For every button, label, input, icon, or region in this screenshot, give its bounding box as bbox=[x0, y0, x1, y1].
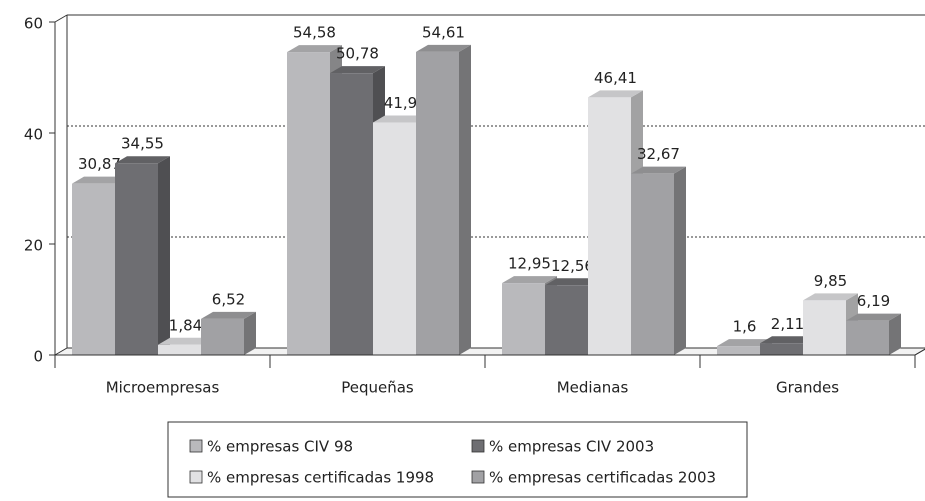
bar bbox=[330, 73, 373, 356]
bar-top bbox=[846, 313, 901, 321]
value-label: 30,87 bbox=[78, 155, 121, 173]
value-label: 12,56 bbox=[551, 257, 594, 275]
legend-label: % empresas certificadas 2003 bbox=[489, 469, 716, 487]
value-label: 6,19 bbox=[857, 292, 890, 310]
value-label: 50,78 bbox=[336, 45, 379, 63]
bar bbox=[72, 183, 115, 355]
legend-label: % empresas CIV 98 bbox=[207, 438, 353, 456]
legend-box bbox=[167, 421, 748, 498]
value-label: 1,84 bbox=[169, 316, 202, 334]
bar-side bbox=[244, 311, 256, 355]
bar bbox=[631, 173, 674, 355]
value-label: 54,61 bbox=[422, 23, 465, 41]
value-label: 46,41 bbox=[594, 69, 637, 87]
y-tick-label: 40 bbox=[24, 126, 43, 144]
bar bbox=[201, 318, 244, 355]
value-label: 2,11 bbox=[771, 315, 804, 333]
bar-top bbox=[158, 337, 213, 345]
bar-top bbox=[502, 276, 557, 284]
bar bbox=[803, 300, 846, 355]
value-label: 12,95 bbox=[508, 255, 551, 273]
bar bbox=[588, 97, 631, 355]
bar bbox=[115, 163, 158, 355]
value-label: 54,58 bbox=[293, 24, 336, 42]
value-label: 34,55 bbox=[121, 135, 164, 153]
legend-swatch bbox=[189, 470, 203, 484]
y-tick-label: 20 bbox=[24, 237, 43, 255]
legend-label: % empresas CIV 2003 bbox=[489, 438, 654, 456]
bar bbox=[502, 283, 545, 355]
bar bbox=[287, 52, 330, 356]
y-tick-label: 60 bbox=[24, 15, 43, 33]
legend-swatch bbox=[471, 470, 485, 484]
bar bbox=[545, 285, 588, 355]
bar bbox=[760, 343, 803, 355]
bar-top bbox=[588, 90, 643, 98]
value-label: 6,52 bbox=[212, 290, 245, 308]
bar bbox=[717, 346, 760, 355]
bar-top bbox=[287, 45, 342, 53]
x-tick-label: Microempresas bbox=[106, 379, 220, 397]
bar bbox=[158, 344, 201, 355]
bar-top bbox=[373, 115, 428, 123]
bar-top bbox=[717, 339, 772, 347]
bar-top bbox=[803, 293, 858, 301]
value-label: 1,6 bbox=[733, 318, 757, 336]
bar-top bbox=[760, 336, 815, 344]
value-label: 9,85 bbox=[814, 272, 847, 290]
value-label: 32,67 bbox=[637, 145, 680, 163]
bar-top bbox=[115, 156, 170, 164]
bar bbox=[846, 320, 889, 355]
y-tick-label: 0 bbox=[33, 348, 43, 366]
bar-top bbox=[631, 166, 686, 174]
value-label: 41,9 bbox=[384, 94, 417, 112]
bar-top bbox=[72, 176, 127, 184]
legend-swatch bbox=[189, 439, 203, 453]
bar-top bbox=[201, 311, 256, 319]
bar-top bbox=[545, 278, 600, 286]
bar bbox=[373, 122, 416, 355]
x-tick-label: Medianas bbox=[557, 379, 629, 397]
bar-side bbox=[674, 166, 686, 355]
bar bbox=[416, 51, 459, 356]
x-tick-label: Pequeñas bbox=[341, 379, 414, 397]
depth-right bbox=[914, 348, 925, 356]
bar-side bbox=[459, 44, 471, 356]
x-tick-label: Grandes bbox=[776, 379, 839, 397]
depth-top bbox=[54, 14, 68, 23]
bar-side bbox=[889, 313, 901, 355]
legend-swatch bbox=[471, 439, 485, 453]
legend-label: % empresas certificadas 1998 bbox=[207, 469, 434, 487]
bar-top bbox=[330, 66, 385, 74]
bar-top bbox=[416, 44, 471, 52]
bar-side bbox=[158, 156, 170, 355]
